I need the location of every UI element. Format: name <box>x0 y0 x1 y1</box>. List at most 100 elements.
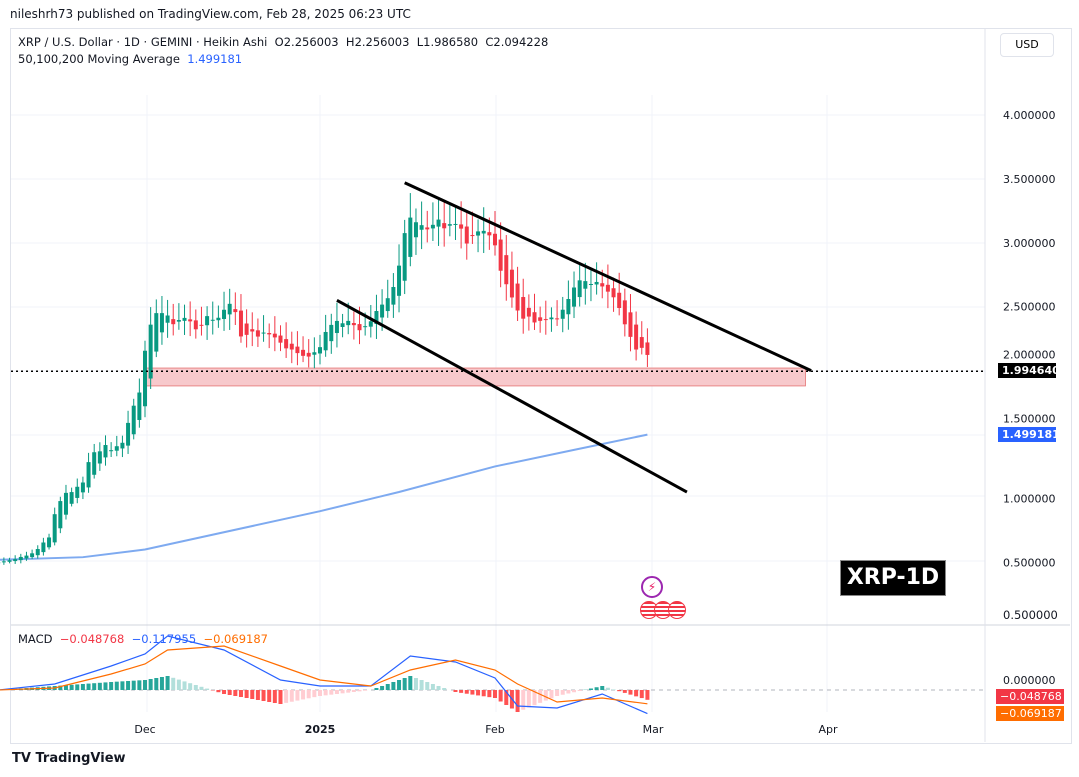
macd-histogram-bar <box>159 677 164 690</box>
macd-histogram-bar <box>334 690 339 694</box>
candle-body <box>80 482 85 493</box>
macd-histogram-bar <box>216 690 221 693</box>
candle <box>498 222 503 288</box>
macd-histogram-bar <box>600 686 605 690</box>
us-economic-events-icon[interactable] <box>640 601 688 619</box>
macd-histogram-bar <box>323 690 328 696</box>
signal-line <box>0 645 648 705</box>
candle <box>205 306 210 340</box>
candle <box>41 537 46 556</box>
tradingview-logo[interactable]: 𝗧𝗩 TradingView <box>12 751 126 766</box>
macd-histogram-bar <box>238 690 243 697</box>
candle-body <box>13 559 18 562</box>
candle-body <box>63 492 68 515</box>
candle <box>306 339 311 368</box>
candle-body <box>92 452 97 475</box>
macd-histogram-bar <box>148 679 153 690</box>
macd-histogram-bar <box>611 689 616 690</box>
macd-zero-tick: 0.000000 <box>1003 674 1056 687</box>
candle <box>572 271 577 319</box>
macd-histogram-bar <box>114 681 119 690</box>
candle-body <box>645 342 650 355</box>
y-tick-label: 1.500000 <box>1003 413 1056 426</box>
trendline <box>404 181 812 372</box>
candle <box>340 313 345 338</box>
candle-body <box>402 233 407 281</box>
candle <box>611 277 616 312</box>
candle <box>374 294 379 339</box>
macd-histogram-bar <box>137 680 142 690</box>
candle-body <box>154 313 159 352</box>
candle-body <box>391 287 396 305</box>
macd-histogram-bar <box>75 684 80 690</box>
candle-body <box>255 330 260 337</box>
macd-histogram-bar <box>572 690 577 693</box>
candle <box>97 442 102 471</box>
macd-histogram-bar <box>532 690 537 706</box>
candle-body <box>267 333 272 335</box>
candle-body <box>7 560 12 562</box>
macd-histogram-bar <box>436 686 441 690</box>
candle <box>109 442 114 457</box>
candle-body <box>639 337 644 348</box>
currency-button[interactable]: USD <box>1000 33 1054 57</box>
logo-icon: 𝗧𝗩 <box>12 751 36 766</box>
macd-histogram-bar <box>391 682 396 690</box>
candle-body <box>318 347 322 354</box>
legend-close: C2.094228 <box>485 35 549 49</box>
macd-histogram-bar <box>459 690 464 693</box>
candle <box>126 410 131 454</box>
macd-histogram-bar <box>521 690 526 710</box>
candle <box>521 278 526 334</box>
macd-histogram-bar <box>222 690 227 694</box>
candle-body <box>210 319 215 321</box>
macd-top-tick: 0.500000 <box>1003 608 1058 622</box>
candle <box>159 295 164 345</box>
candle-body <box>634 324 639 350</box>
lightning-event-icon[interactable]: ⚡ <box>641 576 663 598</box>
candle <box>481 207 486 254</box>
candle-body <box>97 451 102 464</box>
candle <box>622 288 627 337</box>
macd-histogram-bar <box>318 690 322 696</box>
macd-legend[interactable]: MACD −0.048768 −0.117955 −0.069187 <box>18 632 268 646</box>
candle-body <box>30 553 35 558</box>
candle <box>250 312 255 347</box>
y-tick-label: 1.000000 <box>1003 492 1056 505</box>
candle <box>143 340 148 418</box>
macd-histogram-bar <box>126 681 131 690</box>
candle <box>526 294 531 331</box>
candle <box>312 337 317 369</box>
candle <box>63 484 68 520</box>
macd-histogram-bar <box>250 690 255 699</box>
candle <box>272 316 277 352</box>
candle <box>385 279 390 318</box>
candle-body <box>143 350 148 407</box>
candle-body <box>86 462 91 488</box>
ma-legend[interactable]: 50,100,200 Moving Average 1.499181 <box>18 52 242 66</box>
x-tick-label: Apr <box>819 723 839 736</box>
candle <box>425 210 430 243</box>
macd-histogram-bar <box>284 690 289 703</box>
candle-body <box>583 281 588 289</box>
candle <box>402 219 407 295</box>
x-tick-label: Feb <box>485 723 504 736</box>
candle-body <box>306 352 311 357</box>
candle-body <box>492 233 497 246</box>
candle-body <box>188 319 193 322</box>
candle <box>470 211 475 244</box>
candle-body <box>487 232 492 236</box>
candle <box>30 549 35 560</box>
candle-body <box>442 223 447 229</box>
macd-histogram-bar <box>402 678 407 690</box>
y-tick-label: 2.500000 <box>1003 301 1056 314</box>
macd-histogram-bar <box>346 690 351 693</box>
macd-histogram-bar <box>588 688 593 690</box>
macd-histogram-bar <box>487 690 492 698</box>
macd-histogram-bar <box>63 685 68 690</box>
macd-histogram-bar <box>261 690 266 701</box>
legend-high: H2.256003 <box>345 35 410 49</box>
candle-body <box>233 309 238 313</box>
candle-body <box>329 324 334 342</box>
